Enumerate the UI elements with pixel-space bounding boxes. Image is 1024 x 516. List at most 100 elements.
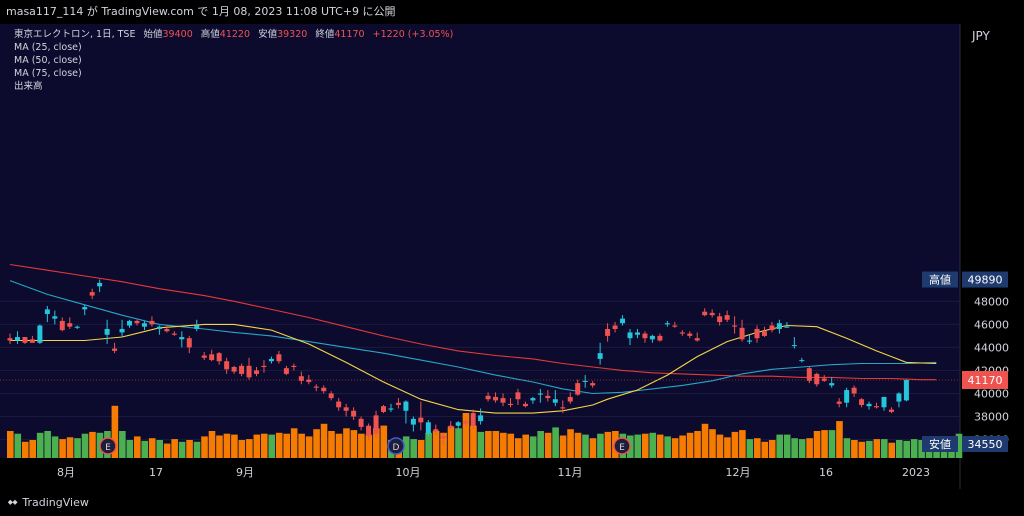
legend-ma25[interactable]: MA (25, close) [14,42,82,53]
candle-body [874,406,880,408]
candle-body [859,399,865,406]
volume-bar [798,439,806,458]
legend-volume[interactable]: 出来高 [14,81,43,92]
volume-bar [873,439,881,458]
high-tag-label-bg [922,271,958,288]
footer-brand[interactable]: TradingView [22,496,89,509]
candle-body [440,436,446,439]
candle-body [14,337,20,341]
candle-body [567,396,573,402]
footer: ⬩⬩ TradingView [0,489,1024,516]
candle-body [761,331,767,336]
volume-bar [828,430,836,458]
candle-body [903,380,909,401]
candle-body [381,406,386,412]
volume-bar [895,440,903,458]
volume-bar [791,438,798,458]
volume-bar [14,433,22,458]
volume-bar [231,434,238,458]
candle-body [694,338,700,341]
tradingview-logo-icon[interactable]: ⬩⬩ [8,495,18,510]
volume-bar [246,439,253,458]
volume-bar [223,433,231,458]
volume-bar [275,432,283,458]
candle-body [507,403,513,406]
candle-body [321,387,327,392]
volume-bar [29,440,37,458]
x-tick-label: 11月 [558,466,583,479]
x-tick-label: 9月 [236,466,254,479]
high-tag-value: 49890 [968,274,1003,287]
volume-bar [313,429,320,458]
volume-bar [51,436,59,458]
candle-body [261,365,267,367]
volume-bar [776,434,784,458]
legend-ma75[interactable]: MA (75, close) [14,68,82,79]
candle-body [679,332,685,334]
candle-body [231,366,237,372]
volume-bar [171,439,178,458]
volume-bar [552,427,559,458]
volume-bar [253,434,261,458]
legend-ma50[interactable]: MA (50, close) [14,55,82,66]
volume-bar [656,434,664,458]
candle-body [806,368,812,381]
candle-body [283,368,289,374]
volume-bar [201,436,208,458]
candle-body [104,328,110,335]
candle-body [97,282,103,287]
low-tag-value-bg [962,436,1008,452]
candle-body [171,333,177,335]
volume-bar [335,433,343,458]
ma50-line [9,280,937,395]
candle-body [836,401,842,404]
volume-bar [918,440,925,458]
candle-body [306,379,312,382]
candle-body [530,398,536,401]
candle-body [866,403,872,407]
candle-body [164,328,170,332]
legend-symbol[interactable]: 東京エレクトロン, 1日, TSE [14,29,136,40]
volume-bar [119,431,126,458]
volume-bar [343,428,350,458]
volume-bar [410,439,417,458]
candle-body [463,421,469,424]
candle-body [515,392,521,400]
candle-body [112,348,118,351]
legend-high-label: 高値 [200,29,220,40]
candle-body [7,338,13,341]
candle-body [732,325,738,327]
candle-body [545,395,551,399]
volume-bar [858,441,866,458]
volume-bar [709,429,716,458]
candle-body [747,340,753,342]
candle-body [268,358,274,362]
candle-body [881,396,887,408]
volume-bar [701,423,709,458]
ma25-line [10,323,937,414]
legend-low-value: 39320 [277,29,308,40]
price-chart[interactable]: EDE 48000460004400042000400003800036000J… [0,24,1024,489]
volume-bar [447,426,455,458]
volume-bar [955,433,963,458]
volume-bar [216,435,223,458]
volume-bar [283,433,290,458]
volume-bar [365,434,373,458]
volume-bar [514,438,522,458]
publisher-line: masa117_114 が TradingView.com で 1月 08, 2… [0,0,1024,24]
candle-body [141,323,147,327]
volume-bar [462,413,470,458]
candle-body [328,393,334,399]
volume-bar [686,432,694,458]
candle-body [343,407,349,411]
candle-body [410,418,416,425]
candle-body [620,318,626,324]
candle-body [29,339,35,343]
candle-body [89,292,95,296]
volume-bar [298,433,305,458]
volume-bar [500,432,507,458]
volume-bar [522,434,530,458]
candle-body [814,373,820,385]
volume-bar [641,433,649,458]
candle-body [709,312,715,316]
